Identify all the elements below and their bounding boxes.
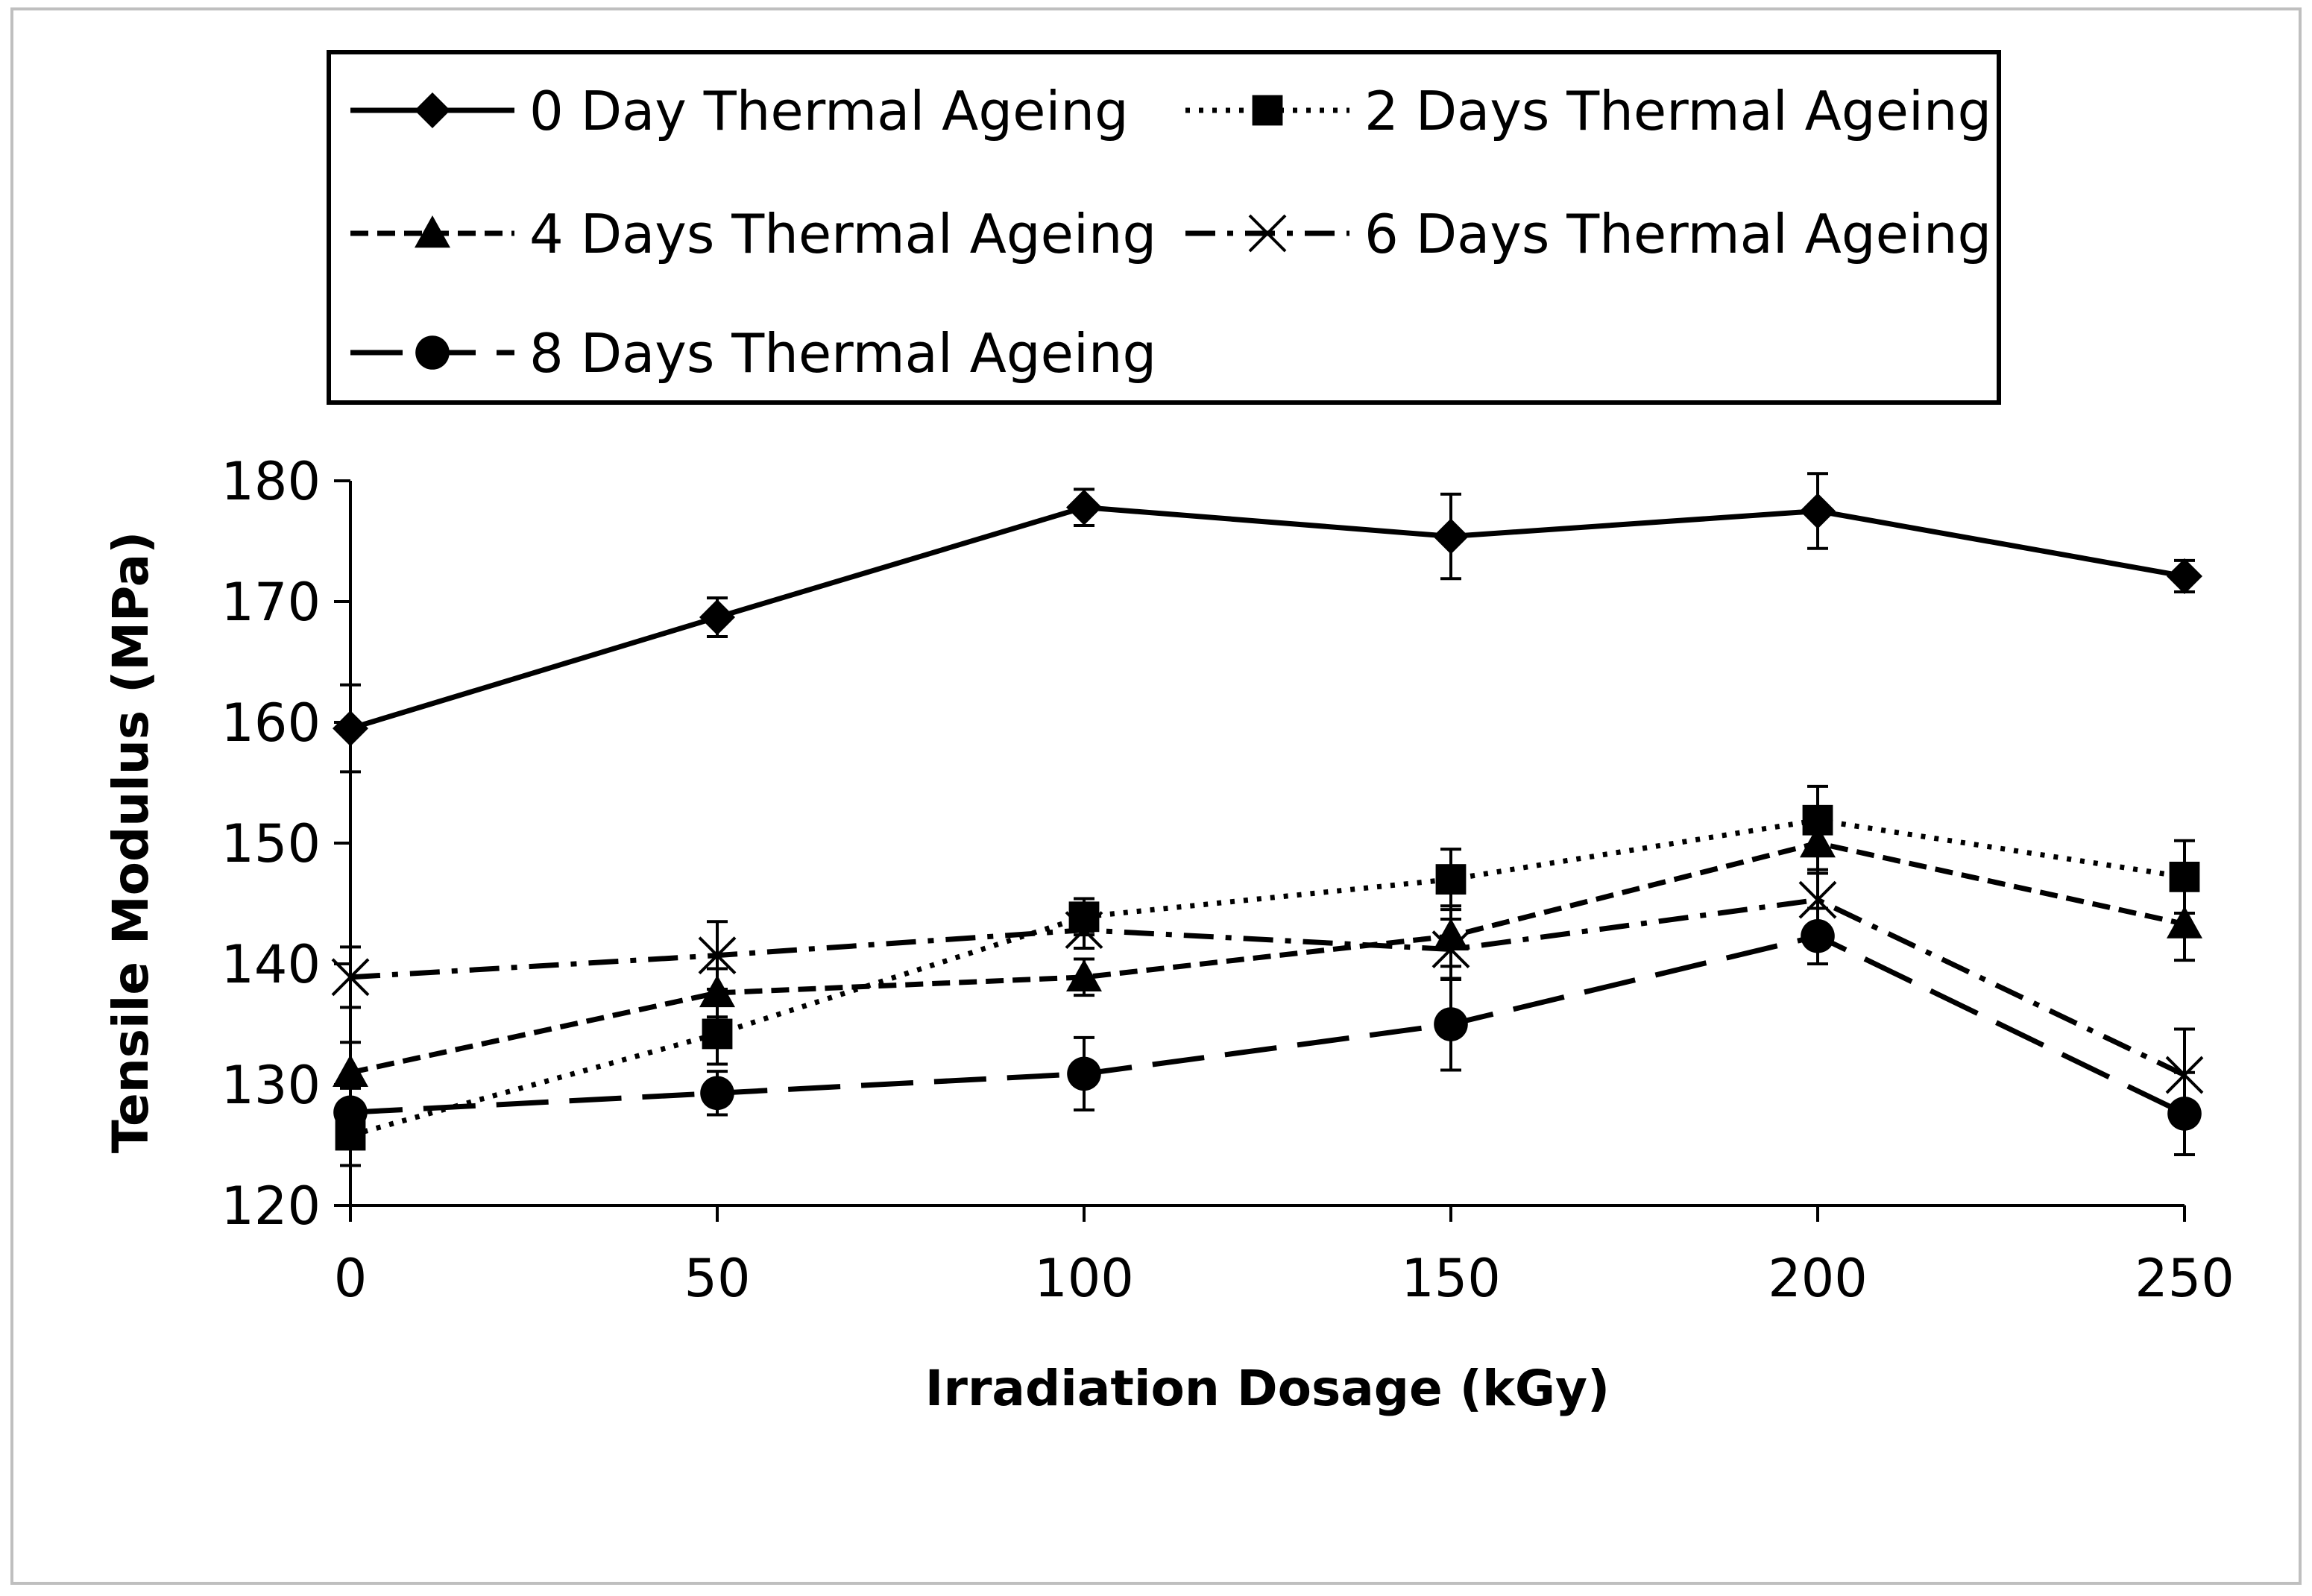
x-tick-label: 250 xyxy=(2135,1248,2234,1309)
marker-triangle xyxy=(1066,959,1102,992)
y-tick-label: 120 xyxy=(221,1176,321,1237)
marker-triangle xyxy=(2167,906,2202,939)
series-line xyxy=(350,933,2186,1117)
x-tick-label: 200 xyxy=(1768,1248,1868,1309)
marker-circle xyxy=(700,1076,734,1111)
marker-circle xyxy=(333,1095,368,1130)
marker-x-stroke xyxy=(1065,911,1103,950)
marker-diamond xyxy=(333,710,368,747)
series-2-days-thermal-ageing xyxy=(335,784,2200,1167)
marker-diamond xyxy=(415,92,450,128)
legend-item: 6 Days Thermal Ageing xyxy=(1185,203,1991,265)
marker-x xyxy=(1065,911,1103,950)
y-tick-label: 180 xyxy=(221,451,321,512)
legend-item: 4 Days Thermal Ageing xyxy=(350,203,1156,265)
legend-label: 2 Days Thermal Ageing xyxy=(1364,80,1991,142)
series-0-day-thermal-ageing xyxy=(333,472,2202,774)
marker-x-stroke xyxy=(1431,930,1470,968)
marker-circle xyxy=(1434,1007,1468,1041)
plot-area xyxy=(331,472,2204,1167)
marker-triangle xyxy=(699,974,735,1008)
x-tick-label: 50 xyxy=(684,1248,750,1309)
marker-square xyxy=(702,1018,733,1050)
marker-x-stroke xyxy=(1798,880,1837,919)
marker-diamond xyxy=(1433,518,1469,555)
marker-x xyxy=(1431,930,1470,968)
legend-label: 8 Days Thermal Ageing xyxy=(529,322,1156,385)
marker-diamond xyxy=(2167,558,2202,594)
series-line xyxy=(350,897,2186,1078)
marker-circle xyxy=(2167,1097,2202,1131)
series-line xyxy=(350,840,2185,1076)
marker-x xyxy=(1798,880,1837,919)
x-axis-title: Irradiation Dosage (kGy) xyxy=(925,1360,1610,1417)
legend-label: 4 Days Thermal Ageing xyxy=(529,203,1156,265)
marker-x-stroke xyxy=(1248,214,1287,253)
marker-x xyxy=(698,936,737,975)
y-axis-title: Tensile Modulus (MPa) xyxy=(102,532,160,1154)
y-tick-label: 160 xyxy=(221,693,321,754)
y-tick-label: 130 xyxy=(221,1055,321,1116)
legend-label: 6 Days Thermal Ageing xyxy=(1364,203,1991,265)
y-tick-label: 140 xyxy=(221,934,321,995)
series-8-days-thermal-ageing xyxy=(333,906,2202,1156)
legend: 0 Day Thermal Ageing 2 Days Thermal Agein… xyxy=(327,50,2001,405)
x-tick-label: 100 xyxy=(1034,1248,1134,1309)
legend-label: 0 Day Thermal Ageing xyxy=(529,80,1129,142)
legend-box xyxy=(327,50,2001,405)
marker-circle xyxy=(415,335,450,370)
marker-circle xyxy=(1067,1056,1101,1091)
series-line xyxy=(349,505,2185,731)
axes: 120 130 140 150 160 170 180 0 50 100 150 200 250 xyxy=(221,451,2234,1309)
x-tick-label: 150 xyxy=(1401,1248,1501,1309)
marker-diamond xyxy=(1066,489,1102,526)
legend-item: 8 Days Thermal Ageing xyxy=(350,322,1156,385)
marker-triangle xyxy=(1800,825,1836,858)
legend-item: 2 Days Thermal Ageing xyxy=(1185,80,1991,142)
marker-x xyxy=(331,958,370,997)
y-tick-label: 170 xyxy=(221,572,321,633)
y-tick-label: 150 xyxy=(221,813,321,874)
marker-square xyxy=(1435,864,1467,895)
marker-x xyxy=(1248,214,1287,253)
marker-triangle xyxy=(333,1054,368,1087)
marker-triangle xyxy=(415,215,450,248)
marker-diamond xyxy=(699,599,735,636)
x-tick-label: 0 xyxy=(334,1248,368,1309)
marker-circle xyxy=(1801,918,1835,953)
legend-item: 0 Day Thermal Ageing xyxy=(350,80,1129,142)
marker-diamond xyxy=(1800,493,1836,529)
marker-x-stroke xyxy=(698,936,737,975)
marker-x-stroke xyxy=(331,958,370,997)
marker-square xyxy=(1252,95,1283,126)
